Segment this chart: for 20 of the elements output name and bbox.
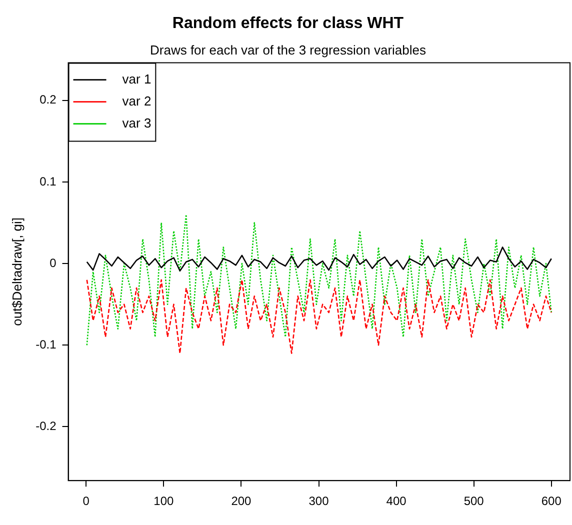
line-series [86, 279, 552, 354]
chart-title: Random effects for class WHT [172, 15, 404, 32]
x-tick-label: 600 [541, 494, 562, 508]
x-tick-label: 500 [464, 494, 484, 508]
y-tick-label: 0.1 [40, 174, 57, 188]
chart-subtitle: Draws for each var of the 3 regression variables [150, 42, 427, 58]
x-tick-label: 400 [386, 494, 407, 508]
legend-label: var 2 [122, 93, 152, 108]
x-tick-label: 300 [308, 494, 330, 508]
y-axis-title: out$Deltadraw[, gi] [9, 217, 24, 326]
legend-label: var 1 [122, 71, 152, 86]
line-series [86, 214, 552, 346]
y-tick-label: 0 [50, 256, 57, 270]
x-tick-label: 100 [154, 494, 174, 508]
x-tick-label: 0 [82, 494, 90, 508]
x-tick-label: 200 [231, 494, 252, 508]
legend-label: var 3 [122, 115, 152, 130]
y-tick-label: -0.2 [36, 419, 57, 434]
y-tick-label: -0.1 [36, 337, 57, 352]
y-tick-label: 0.2 [40, 92, 57, 107]
